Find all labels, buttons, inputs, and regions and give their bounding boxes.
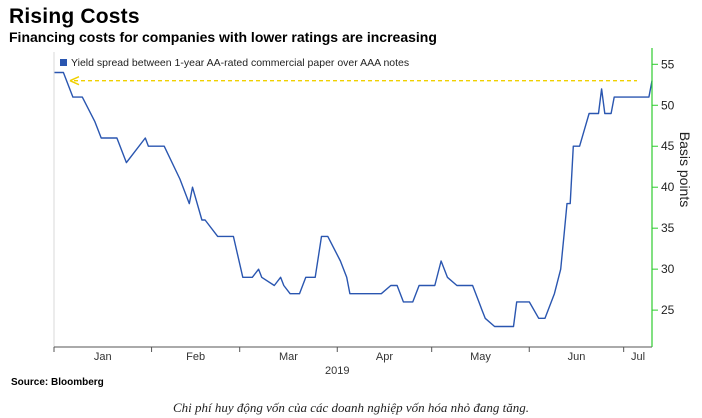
x-year-label: 2019 [325,365,349,377]
series-line [54,71,653,328]
x-tick-label: Feb [186,351,205,363]
image-caption: Chi phí huy động vốn của các doanh nghiệ… [172,400,529,415]
y-tick-label: 55 [661,57,675,71]
y-tick-label: 30 [661,262,675,276]
y-tick-label: 45 [661,139,675,153]
chart-subtitle: Financing costs for companies with lower… [9,29,437,45]
y-tick-label: 50 [661,98,675,112]
x-tick-label: Apr [376,351,393,363]
y-tick-label: 35 [661,221,675,235]
chart-title: Rising Costs [9,5,140,28]
x-tick-label: Jul [631,351,645,363]
x-tick-label: Mar [279,351,298,363]
x-tick-label: Jan [94,351,112,363]
x-tick-label: Jun [568,351,586,363]
legend-swatch [60,59,67,66]
x-tick-label: May [470,351,491,363]
y-axis-title: Basis points [677,132,693,207]
legend-box [56,54,422,71]
y-tick-label: 25 [661,303,675,317]
source-note: Source: Bloomberg [11,377,104,388]
y-tick-label: 40 [661,180,675,194]
reference-arrowhead [69,76,80,86]
legend-label: Yield spread between 1-year AA-rated com… [71,57,409,69]
